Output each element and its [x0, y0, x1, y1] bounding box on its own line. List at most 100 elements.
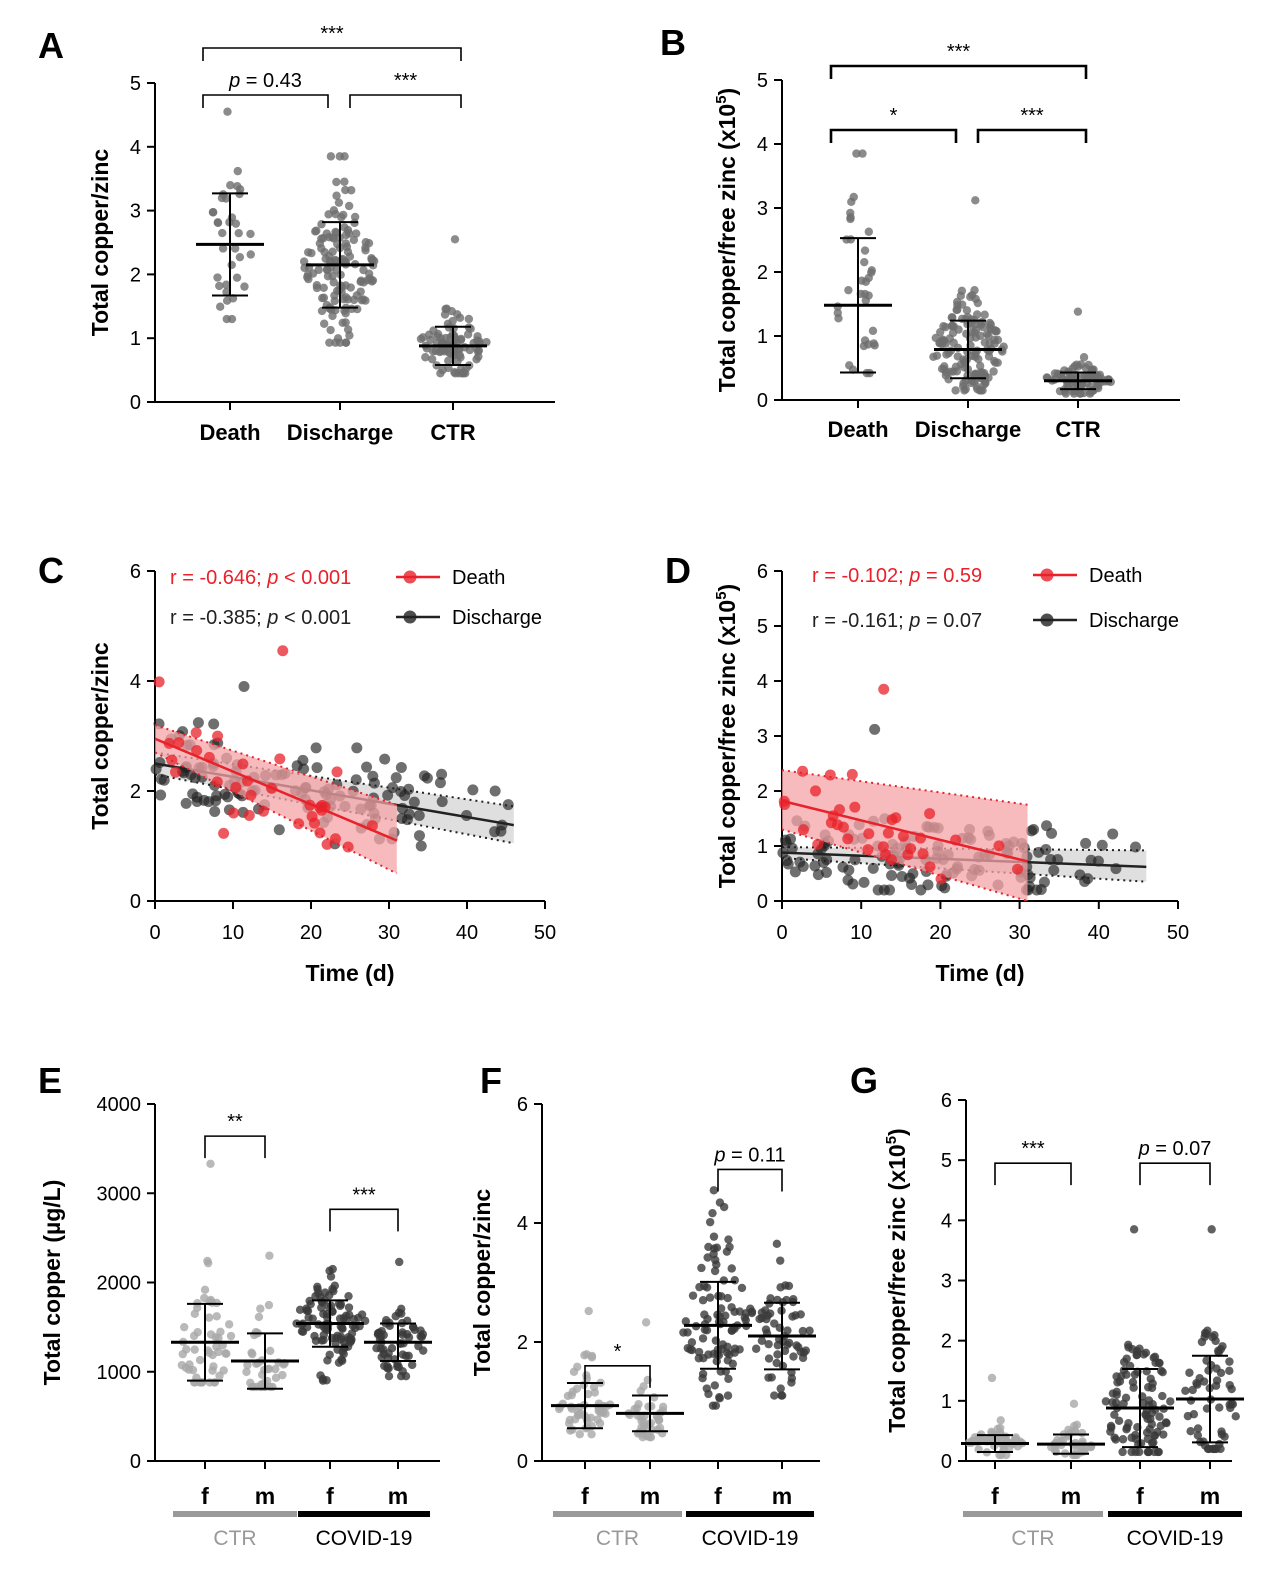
data-point: [205, 1348, 214, 1358]
data-point: [776, 1384, 785, 1393]
data-point: [387, 1344, 397, 1353]
y-tick-label: 2: [130, 264, 141, 286]
data-point: [329, 206, 339, 215]
data-point: [970, 370, 980, 380]
data-point: [303, 272, 312, 282]
significance-bracket: [204, 1135, 266, 1159]
data-point: [329, 833, 341, 845]
ci-lower-line: [781, 828, 1028, 902]
data-point: [338, 318, 347, 328]
data-point: [1107, 828, 1119, 840]
y-tick-label: 1: [941, 1391, 952, 1413]
data-point: [243, 809, 255, 821]
data-point: [155, 789, 167, 801]
significance-bracket: [584, 1365, 651, 1388]
data-point: [257, 805, 269, 817]
data-point: [1225, 1380, 1234, 1390]
data-point: [705, 1293, 715, 1302]
data-point: [867, 862, 879, 874]
data-point: [391, 1312, 400, 1321]
data-point: [222, 287, 231, 297]
data-point: [858, 149, 867, 158]
significance-bracket: [829, 128, 958, 143]
group-death: [824, 149, 892, 378]
x-category-label: m: [640, 1483, 660, 1509]
data-point: [344, 201, 354, 211]
data-point: [1035, 884, 1047, 896]
x-category-label: Discharge: [915, 417, 1021, 442]
x-category-label: m: [255, 1483, 275, 1509]
data-point: [860, 289, 870, 299]
data-point: [1158, 1368, 1167, 1377]
x-tick-label: 20: [300, 922, 322, 944]
data-point: [638, 1425, 648, 1435]
x-tick-label: 10: [222, 922, 244, 944]
data-point: [312, 226, 321, 235]
data-point: [999, 1446, 1008, 1455]
legend-stat: r = -0.102; p = 0.59: [812, 565, 982, 587]
significance-label: *: [890, 105, 898, 127]
y-tick-label: 2: [757, 262, 768, 284]
data-point: [993, 1424, 1003, 1434]
y-tick-label: 0: [130, 392, 141, 414]
data-point: [337, 1355, 346, 1364]
y-tick-label: 1: [757, 836, 768, 858]
data-point: [1200, 1441, 1210, 1450]
data-point: [993, 358, 1002, 367]
data-point: [232, 273, 242, 282]
significance-bracket: [349, 94, 462, 108]
data-point: [687, 1338, 697, 1347]
data-point: [770, 1391, 779, 1400]
panel-letter: E: [38, 1060, 62, 1101]
data-point: [647, 1402, 656, 1411]
x-category-label: f: [1136, 1483, 1144, 1509]
data-point: [1144, 1447, 1153, 1457]
group-label: COVID-19: [1127, 1527, 1224, 1550]
data-point: [982, 329, 992, 339]
group-covid-19-f: [679, 1186, 757, 1410]
data-point: [455, 313, 465, 322]
data-point: [1096, 839, 1108, 851]
data-point: [444, 356, 453, 366]
significance-bracket: [717, 1168, 783, 1192]
data-point: [702, 1283, 712, 1292]
data-point: [1150, 1352, 1160, 1362]
data-point: [723, 1348, 732, 1357]
legend-stat: r = -0.161; p = 0.07: [812, 610, 982, 632]
data-point: [798, 1353, 808, 1363]
ci-upper-line: [154, 724, 398, 806]
data-point: [710, 1381, 720, 1390]
data-point: [233, 166, 242, 176]
data-point: [786, 842, 798, 854]
data-point: [860, 257, 869, 267]
data-point: [1028, 823, 1040, 835]
data-point: [240, 282, 249, 291]
data-point: [297, 754, 309, 766]
data-point: [421, 353, 430, 362]
data-point: [1210, 1330, 1219, 1340]
data-point: [870, 341, 879, 350]
data-point: [971, 196, 980, 205]
data-point: [414, 1341, 423, 1351]
data-point: [326, 325, 335, 335]
data-point: [416, 1332, 425, 1341]
data-point: [341, 185, 350, 195]
data-point: [904, 872, 916, 884]
data-point: [852, 149, 861, 158]
data-point: [166, 754, 178, 766]
data-point: [915, 884, 927, 896]
data-point: [243, 1360, 252, 1370]
y-tick-label: 0: [941, 1451, 952, 1473]
data-point: [1118, 1435, 1128, 1444]
data-point: [1086, 372, 1096, 382]
data-point: [864, 227, 873, 236]
y-tick-label: 6: [517, 1094, 528, 1116]
significance-bracket: [994, 1162, 1072, 1186]
data-point: [740, 1313, 750, 1322]
data-point: [837, 821, 849, 833]
data-point: [956, 291, 966, 301]
legend-marker: [403, 610, 417, 624]
data-point: [639, 1382, 648, 1391]
data-point: [321, 838, 333, 850]
x-category-label: Death: [827, 417, 888, 442]
